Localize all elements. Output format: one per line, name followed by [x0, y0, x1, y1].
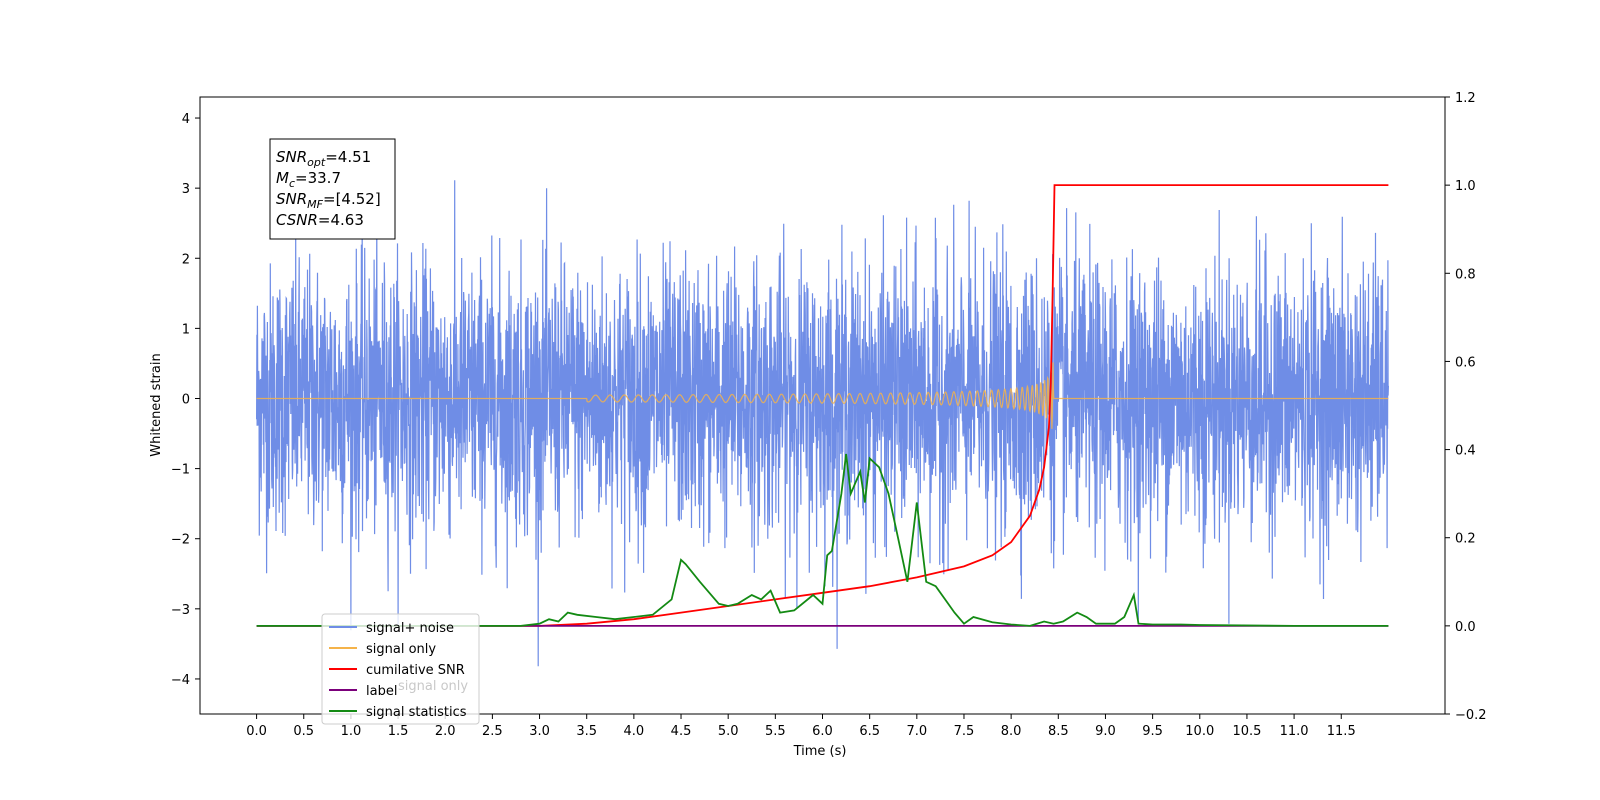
- x-tick-label: 9.5: [1142, 724, 1163, 739]
- y-tick-label-right: 0.0: [1455, 620, 1476, 635]
- x-tick-label: 3.0: [529, 724, 550, 739]
- x-tick-label: 5.5: [765, 724, 786, 739]
- y-tick-label-left: −4: [171, 673, 190, 688]
- x-tick-label: 11.0: [1280, 724, 1309, 739]
- x-tick-label: 1.0: [341, 724, 362, 739]
- y-tick-label-right: 0.4: [1455, 444, 1476, 459]
- y-tick-label-right: 1.0: [1455, 179, 1476, 194]
- annotation-line: CSNR=4.63: [276, 211, 364, 229]
- y-tick-label-right: 0.6: [1455, 355, 1476, 370]
- legend-frame: [321, 613, 480, 725]
- x-tick-label: 11.5: [1327, 724, 1356, 739]
- annotation-frame: [269, 138, 396, 240]
- legend-item: cumilative SNR: [366, 663, 465, 678]
- y-tick-label-left: 1: [182, 322, 190, 337]
- x-axis-label: Time (s): [793, 744, 847, 759]
- x-tick-label: 4.5: [671, 724, 692, 739]
- y-tick-label-right: 0.8: [1455, 267, 1476, 282]
- x-tick-label: 6.0: [812, 724, 833, 739]
- annotation-line: SNRopt=4.51: [276, 148, 371, 169]
- y-tick-label-left: 3: [182, 182, 190, 197]
- x-tick-label: 2.5: [482, 724, 503, 739]
- y-tick-label-left: −1: [171, 463, 190, 478]
- x-tick-label: 10.5: [1232, 724, 1261, 739]
- series-cumilative-snr: [256, 184, 1389, 627]
- x-tick-label: 10.0: [1185, 724, 1214, 739]
- x-tick-label: 6.5: [859, 724, 880, 739]
- legend-item: signal only: [366, 642, 436, 657]
- x-tick-label: 7.0: [906, 724, 927, 739]
- y-tick-label-right: 0.2: [1455, 532, 1476, 547]
- y-tick-label-right: −0.2: [1455, 708, 1487, 723]
- series-signal-noise: [256, 180, 1389, 667]
- series-signal-statistics: [256, 453, 1389, 627]
- x-tick-label: 9.0: [1095, 724, 1116, 739]
- y-tick-label-right: 1.2: [1455, 91, 1476, 106]
- legend-item: signal+ noise: [366, 621, 454, 636]
- x-tick-label: 2.0: [435, 724, 456, 739]
- x-tick-label: 3.5: [576, 724, 597, 739]
- y-tick-label-left: −2: [171, 533, 190, 548]
- y-axis-label-left: Whitened strain: [149, 353, 164, 456]
- y-tick-label-left: 4: [182, 112, 190, 127]
- y-tick-label-left: −3: [171, 603, 190, 618]
- legend-ghost-text: signal only: [398, 679, 468, 694]
- series-signal-only: [256, 362, 1389, 429]
- annotation-line: SNRMF=[4.52]: [276, 190, 381, 211]
- legend-item: signal statistics: [366, 705, 467, 720]
- x-tick-label: 5.0: [718, 724, 739, 739]
- axes: 0.0 0.5 1.0 1.5 2.0 2.5 3.0 3.5 4.0 4.5 5.0 5.5 6.0 6…: [171, 91, 1487, 739]
- y-tick-label-left: 2: [182, 252, 190, 267]
- y-tick-label-left: 0: [182, 392, 190, 407]
- x-tick-label: 8.5: [1048, 724, 1069, 739]
- plot-area: [256, 180, 1389, 667]
- x-tick-label: 1.5: [388, 724, 409, 739]
- legend-item: label: [366, 684, 397, 699]
- annotation-line: Mc=33.7: [276, 169, 341, 190]
- x-tick-label: 7.5: [954, 724, 975, 739]
- x-tick-label: 0.5: [293, 724, 314, 739]
- x-tick-label: 8.0: [1001, 724, 1022, 739]
- x-tick-label: 4.0: [624, 724, 645, 739]
- x-tick-label: 0.0: [246, 724, 267, 739]
